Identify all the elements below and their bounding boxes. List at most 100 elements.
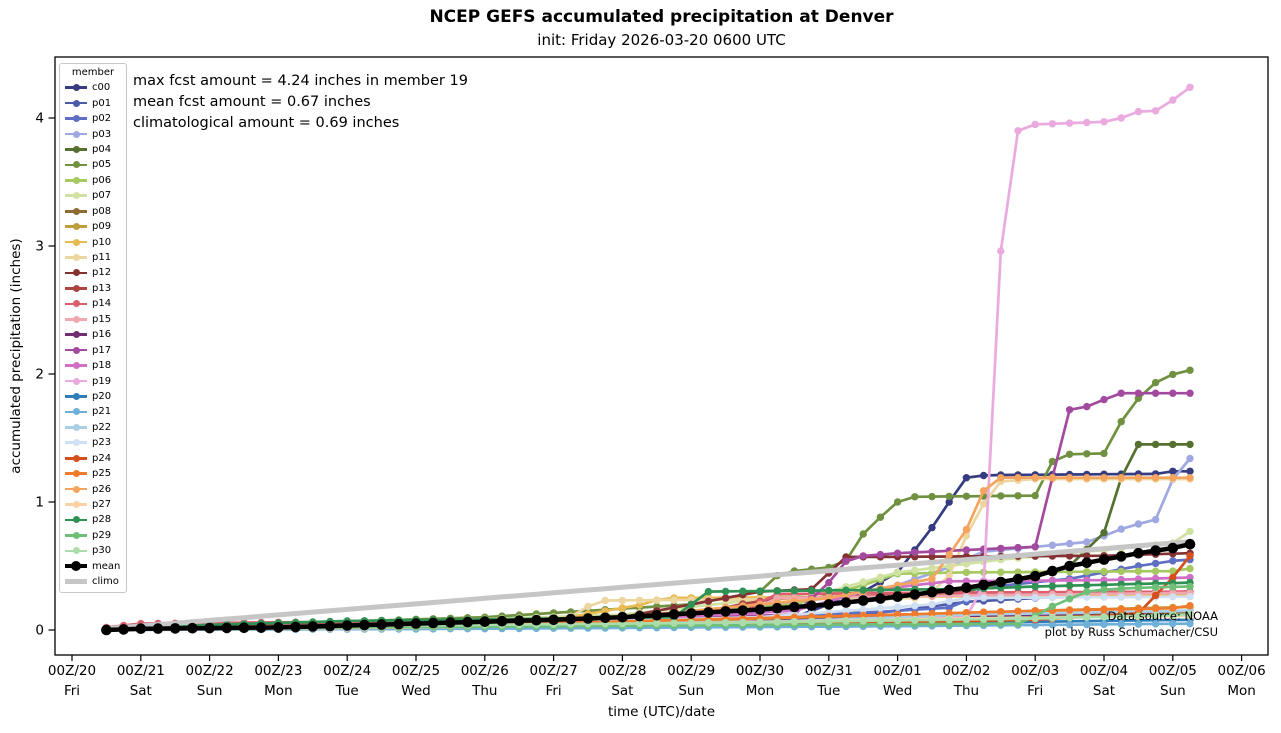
- x-tick-label: 00Z/30 Mon: [736, 663, 784, 699]
- series-markers-p04: [102, 440, 1194, 634]
- legend-item-p02: p02: [65, 111, 121, 126]
- annotation-climo: climatological amount = 0.69 inches: [133, 115, 400, 131]
- legend-item-p05: p05: [65, 157, 121, 172]
- legend-item-p17: p17: [65, 342, 121, 357]
- legend-swatch-p20: [65, 389, 87, 404]
- y-tick-label: 3: [35, 239, 44, 255]
- legend-label-p14: p14: [92, 298, 112, 310]
- legend-item-p29: p29: [65, 528, 121, 543]
- legend-label-p16: p16: [92, 329, 112, 341]
- x-tick-label: 00Z/20 Fri: [48, 663, 96, 699]
- legend-label-p27: p27: [92, 499, 112, 511]
- series-line-p03: [106, 457, 1192, 632]
- legend-swatch-p22: [65, 420, 87, 435]
- legend-label-p15: p15: [92, 313, 112, 325]
- legend-label-p05: p05: [92, 159, 112, 171]
- annotation-max: max fcst amount = 4.24 inches in member …: [133, 73, 468, 89]
- legend-title: member: [71, 67, 115, 78]
- legend-swatch-p05: [65, 157, 87, 172]
- legend-item-p06: p06: [65, 173, 121, 188]
- legend-swatch-p03: [65, 127, 87, 142]
- legend-swatch-p19: [65, 374, 87, 389]
- legend-label-p01: p01: [92, 97, 112, 109]
- legend-item-p27: p27: [65, 497, 121, 512]
- y-tick-label: 2: [35, 367, 44, 383]
- legend-item-p22: p22: [65, 420, 121, 435]
- legend-swatch-p01: [65, 96, 87, 111]
- legend-swatch-p26: [65, 482, 87, 497]
- legend-label-p24: p24: [92, 452, 112, 464]
- series-markers-c00: [102, 467, 1194, 634]
- legend-swatch-climo: [65, 574, 87, 589]
- legend-label-mean: mean: [92, 560, 121, 572]
- legend-swatch-p16: [65, 327, 87, 342]
- legend-swatch-p11: [65, 250, 87, 265]
- legend-swatch-p25: [65, 466, 87, 481]
- legend-label-p11: p11: [92, 252, 112, 264]
- legend-item-p03: p03: [65, 126, 121, 141]
- x-axis-label: time (UTC)/date: [607, 704, 716, 720]
- legend-label-p17: p17: [92, 344, 112, 356]
- legend-item-p12: p12: [65, 265, 121, 280]
- y-tick-label: 0: [35, 623, 44, 639]
- legend-swatch-p15: [65, 312, 87, 327]
- legend-swatch-p13: [65, 281, 87, 296]
- x-tick-label: 00Z/04 Sat: [1080, 663, 1128, 699]
- legend-item-p30: p30: [65, 543, 121, 558]
- page-title: NCEP GEFS accumulated precipitation at D…: [429, 7, 894, 27]
- y-axis-label: accumulated precipitation (inches): [8, 238, 24, 474]
- legend-item-p21: p21: [65, 404, 121, 419]
- x-tick-label: 00Z/02 Thu: [942, 663, 990, 699]
- legend-label-p23: p23: [92, 437, 112, 449]
- y-tick-label: 1: [35, 495, 44, 511]
- legend-label-p07: p07: [92, 190, 112, 202]
- x-tick-label: 00Z/21 Sat: [117, 663, 165, 699]
- x-tick-label: 00Z/03 Fri: [1011, 663, 1059, 699]
- legend-swatch-p04: [65, 142, 87, 157]
- x-tick-label: 00Z/23 Mon: [254, 663, 302, 699]
- legend-label-c00: c00: [92, 82, 111, 94]
- legend-item-p14: p14: [65, 296, 121, 311]
- legend-label-p08: p08: [92, 205, 112, 217]
- legend-swatch-c00: [65, 80, 87, 95]
- legend-item-p28: p28: [65, 512, 121, 527]
- legend-item-mean: mean: [65, 559, 121, 574]
- series-markers-p19: [102, 83, 1194, 634]
- legend-item-p24: p24: [65, 451, 121, 466]
- legend-swatch-p06: [65, 173, 87, 188]
- legend-label-climo: climo: [92, 576, 119, 588]
- credits-block: Data source: NOAA plot by Russ Schumache…: [1045, 609, 1218, 640]
- legend-swatch-p12: [65, 265, 87, 280]
- legend-item-p15: p15: [65, 312, 121, 327]
- legend-swatch-p17: [65, 343, 87, 358]
- legend-item-climo: climo: [65, 574, 121, 589]
- legend-label-p26: p26: [92, 483, 112, 495]
- legend-item-p16: p16: [65, 327, 121, 342]
- x-tick-label: 00Z/31 Tue: [805, 663, 853, 699]
- legend-label-p20: p20: [92, 390, 112, 402]
- x-tick-label: 00Z/24 Tue: [323, 663, 371, 699]
- legend-swatch-p21: [65, 404, 87, 419]
- legend-swatch-p02: [65, 111, 87, 126]
- data-source-credit: Data source: NOAA: [1107, 609, 1218, 623]
- series-line-climo: [106, 539, 1191, 632]
- legend-item-p25: p25: [65, 466, 121, 481]
- plot-border: [54, 56, 1269, 656]
- legend-label-p04: p04: [92, 143, 112, 155]
- legend-label-p09: p09: [92, 221, 112, 233]
- legend-item-c00: c00: [65, 80, 121, 95]
- legend-item-p08: p08: [65, 204, 121, 219]
- series-markers-mean: [101, 538, 1196, 636]
- legend-label-p10: p10: [92, 236, 112, 248]
- legend-swatch-p18: [65, 358, 87, 373]
- legend-swatch-p09: [65, 219, 87, 234]
- legend-label-p28: p28: [92, 514, 112, 526]
- legend-swatch-p10: [65, 235, 87, 250]
- x-tick-label: 00Z/26 Thu: [461, 663, 509, 699]
- legend-item-p01: p01: [65, 95, 121, 110]
- legend-swatch-p27: [65, 497, 87, 512]
- x-tick-label: 00Z/28 Sat: [598, 663, 646, 699]
- x-tick-label: 00Z/05 Sun: [1149, 663, 1197, 699]
- legend-swatch-p30: [65, 543, 87, 558]
